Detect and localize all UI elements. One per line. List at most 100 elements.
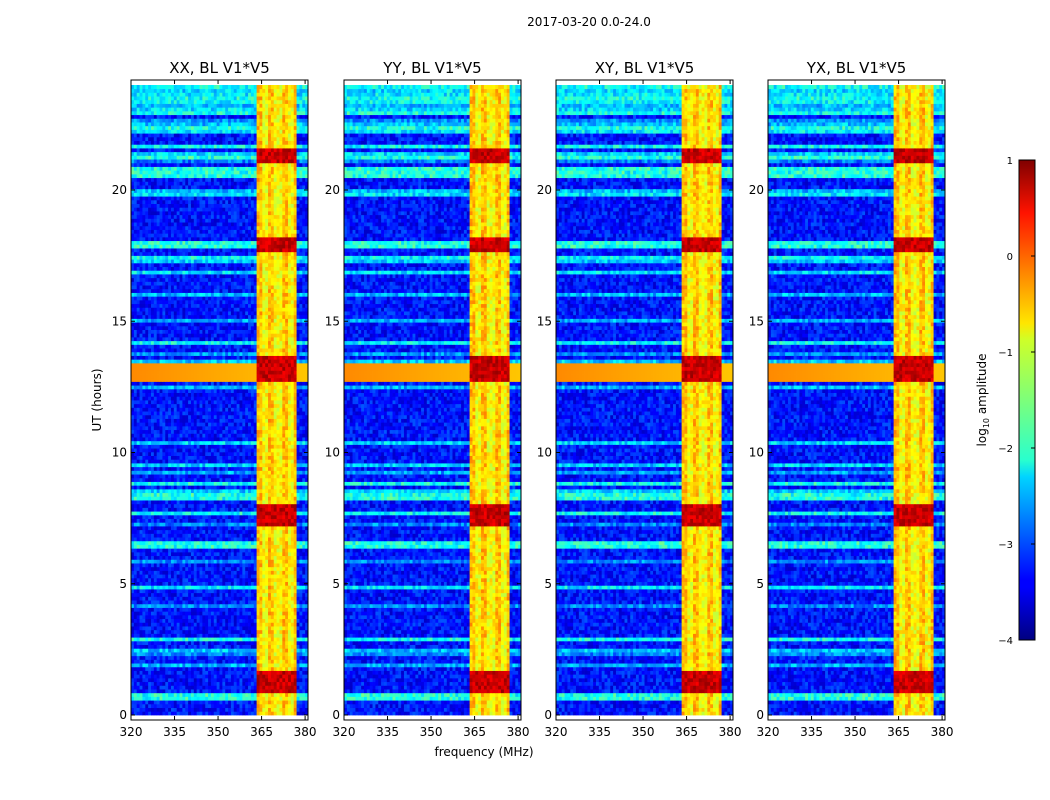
heatmap-cell: [200, 674, 203, 678]
heatmap-cell: [154, 700, 157, 704]
heatmap-cell: [191, 652, 194, 656]
heatmap-cell: [282, 711, 285, 715]
heatmap-cell: [237, 682, 240, 686]
heatmap-cell: [154, 708, 157, 712]
heatmap-cell: [277, 708, 280, 712]
heatmap-cell: [228, 648, 231, 652]
heatmap-cell: [262, 656, 265, 660]
heatmap-cell: [157, 704, 160, 708]
heatmap-cell: [231, 656, 234, 660]
heatmap-cell: [294, 652, 297, 656]
heatmap-cell: [140, 693, 143, 697]
heatmap-cell: [288, 645, 291, 649]
heatmap-cell: [142, 674, 145, 678]
heatmap-cell: [262, 711, 265, 715]
heatmap-cell: [279, 700, 282, 704]
heatmap-cell: [237, 696, 240, 700]
heatmap-cell: [285, 659, 288, 663]
heatmap-cell: [220, 689, 223, 693]
heatmap-cell: [234, 682, 237, 686]
heatmap-cell: [145, 708, 148, 712]
heatmap-cell: [202, 693, 205, 697]
heatmap-cell: [291, 700, 294, 704]
heatmap-cell: [225, 663, 228, 667]
heatmap-cell: [259, 689, 262, 693]
heatmap-cell: [274, 711, 277, 715]
heatmap-cell: [237, 656, 240, 660]
heatmap-cell: [291, 693, 294, 697]
heatmap-cell: [225, 696, 228, 700]
heatmap-cell: [145, 656, 148, 660]
heatmap-cell: [185, 648, 188, 652]
heatmap-cell: [185, 711, 188, 715]
heatmap-cell: [191, 667, 194, 671]
heatmap-cell: [191, 682, 194, 686]
heatmap-cell: [245, 667, 248, 671]
heatmap-cell: [208, 656, 211, 660]
heatmap-cell: [251, 663, 254, 667]
heatmap-cell: [257, 704, 260, 708]
heatmap-cell: [248, 700, 251, 704]
heatmap-cell: [211, 682, 214, 686]
heatmap-cell: [259, 648, 262, 652]
heatmap-cell: [205, 663, 208, 667]
heatmap-cell: [265, 689, 268, 693]
heatmap-cell: [231, 693, 234, 697]
heatmap-cell: [291, 648, 294, 652]
heatmap-cell: [194, 685, 197, 689]
heatmap-cell: [151, 667, 154, 671]
heatmap-cell: [285, 685, 288, 689]
heatmap-cell: [302, 648, 305, 652]
heatmap-cell: [154, 656, 157, 660]
heatmap-cell: [142, 685, 145, 689]
heatmap-cell: [211, 663, 214, 667]
heatmap-cell: [257, 663, 260, 667]
heatmap-cell: [174, 696, 177, 700]
heatmap-cell: [220, 667, 223, 671]
heatmap-cell: [245, 685, 248, 689]
heatmap-cell: [222, 704, 225, 708]
heatmap-cell: [257, 711, 260, 715]
heatmap-cell: [134, 700, 137, 704]
heatmap-cell: [291, 678, 294, 682]
heatmap-cell: [274, 693, 277, 697]
heatmap-cell: [171, 704, 174, 708]
heatmap-cell: [205, 696, 208, 700]
heatmap-cell: [188, 652, 191, 656]
heatmap-cell: [148, 648, 151, 652]
heatmap-cell: [191, 685, 194, 689]
heatmap-cell: [271, 700, 274, 704]
heatmap-cell: [297, 693, 300, 697]
heatmap-cell: [211, 689, 214, 693]
heatmap-cell: [271, 648, 274, 652]
heatmap-cell: [160, 689, 163, 693]
heatmap-cell: [251, 693, 254, 697]
heatmap-cell: [168, 693, 171, 697]
heatmap-cell: [291, 656, 294, 660]
heatmap-cell: [142, 678, 145, 682]
heatmap-cell: [297, 656, 300, 660]
heatmap-cell: [177, 674, 180, 678]
heatmap-cell: [242, 696, 245, 700]
heatmap-cell: [245, 693, 248, 697]
heatmap-cell: [154, 652, 157, 656]
heatmap-cell: [231, 667, 234, 671]
heatmap-cell: [274, 696, 277, 700]
heatmap-cell: [145, 711, 148, 715]
heatmap-cell: [242, 652, 245, 656]
heatmap-cell: [157, 693, 160, 697]
heatmap-cell: [279, 645, 282, 649]
heatmap-cell: [137, 652, 140, 656]
heatmap-cell: [177, 659, 180, 663]
heatmap-cell: [188, 693, 191, 697]
heatmap-cell: [268, 693, 271, 697]
heatmap-cell: [282, 667, 285, 671]
heatmap-cell: [160, 685, 163, 689]
heatmap-cell: [185, 652, 188, 656]
heatmap-cell: [208, 674, 211, 678]
heatmap-cell: [288, 671, 291, 675]
heatmap-cell: [257, 648, 260, 652]
heatmap-cell: [168, 656, 171, 660]
heatmap-cell: [288, 663, 291, 667]
heatmap-cell: [299, 656, 302, 660]
